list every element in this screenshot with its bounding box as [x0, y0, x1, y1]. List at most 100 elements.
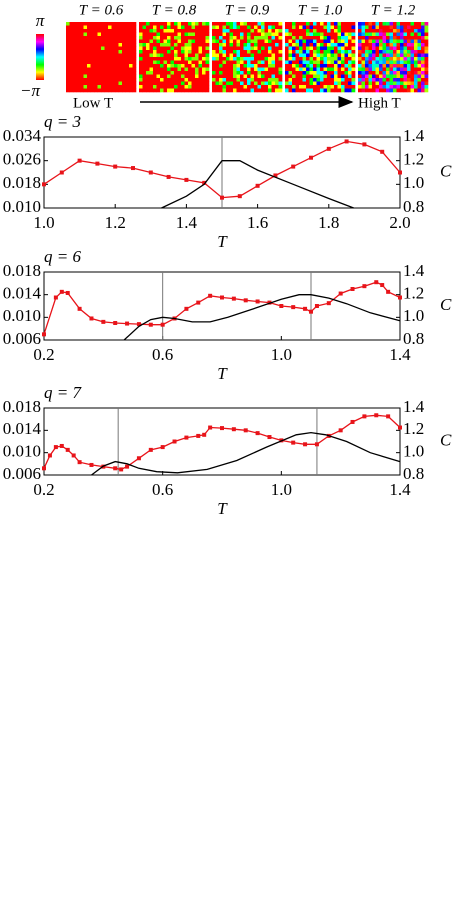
snapshot-pixel	[344, 81, 349, 86]
snapshot-pixel	[219, 25, 223, 30]
snapshot-pixel	[222, 53, 227, 58]
snapshot-pixel	[424, 85, 429, 89]
snapshot-pixel	[233, 78, 237, 82]
snapshot-pixel	[195, 25, 199, 30]
snapshot-pixel	[177, 88, 182, 93]
snapshot-pixel	[358, 67, 362, 72]
snapshot-pixel	[94, 57, 98, 61]
snapshot-pixel	[295, 25, 300, 30]
snapshot-pixel	[407, 88, 411, 93]
snapshot-pixel	[170, 43, 175, 47]
snapshot-pixel	[268, 22, 272, 26]
snapshot-pixel	[122, 81, 126, 86]
snapshot-pixel	[403, 46, 408, 51]
snapshot-pixel	[202, 74, 206, 79]
snapshot-pixel	[275, 43, 279, 47]
snapshot-pixel	[393, 85, 397, 89]
snapshot-pixel	[247, 53, 251, 58]
snapshot-pixel	[174, 50, 178, 54]
snapshot-pixel	[160, 85, 164, 89]
snapshot-pixel	[285, 60, 289, 65]
snapshot-pixel	[202, 50, 206, 54]
snapshot-pixel	[108, 64, 112, 68]
x-tick-label: 1.0	[33, 213, 54, 232]
snapshot-pixel	[240, 88, 244, 93]
snapshot-pixel	[313, 67, 317, 72]
y2-tick-label: 1.0	[403, 306, 424, 325]
snapshot-pixel	[368, 57, 373, 61]
snapshot-label: T = 0.6	[79, 2, 124, 18]
snapshot-pixel	[316, 46, 321, 51]
snapshot-pixel	[125, 46, 130, 51]
snapshot-pixel	[222, 29, 227, 33]
snapshot-pixel	[97, 39, 102, 44]
snapshot-pixel	[299, 25, 303, 30]
snapshot-pixel	[132, 36, 137, 40]
snapshot-pixel	[271, 85, 276, 89]
snapshot-pixel	[104, 29, 109, 33]
snapshot-pixel	[212, 25, 216, 30]
snapshot-pixel	[108, 71, 112, 75]
y-tick-label: 0.006	[3, 329, 41, 348]
snapshot-pixel	[167, 64, 171, 68]
snapshot-pixel	[341, 32, 345, 37]
snapshot-pixel	[393, 36, 397, 40]
snapshot-pixel	[76, 22, 81, 26]
snapshot-pixel	[76, 36, 81, 40]
snapshot-pixel	[195, 53, 199, 58]
data-point	[237, 194, 242, 199]
snapshot-pixel	[174, 22, 178, 26]
snapshot-pixel	[285, 81, 289, 86]
snapshot-pixel	[396, 50, 401, 54]
snapshot-pixel	[80, 74, 84, 79]
snapshot-pixel	[229, 64, 234, 68]
snapshot-pixel	[69, 71, 74, 75]
snapshot-pixel	[184, 43, 189, 47]
snapshot-pixel	[389, 53, 394, 58]
snapshot-pixel	[361, 78, 366, 82]
snapshot-pixel	[129, 64, 133, 68]
snapshot-pixel	[66, 71, 70, 75]
snapshot-pixel	[417, 53, 422, 58]
snapshot-pixel	[115, 50, 119, 54]
snapshot-pixel	[142, 60, 147, 65]
snapshot-pixel	[313, 25, 317, 30]
snapshot-pixel	[400, 39, 404, 44]
snapshot-pixel	[115, 36, 119, 40]
snapshot-pixel	[250, 29, 255, 33]
x-tick-label: 1.4	[389, 480, 411, 499]
snapshot-pixel	[184, 88, 189, 93]
snapshot-pixel	[233, 71, 237, 75]
data-point	[160, 445, 165, 450]
snapshot-pixel	[337, 67, 342, 72]
snapshot-pixel	[149, 22, 154, 26]
snapshot-pixel	[97, 50, 102, 54]
snapshot-pixel	[76, 74, 81, 79]
snapshot-pixel	[403, 81, 408, 86]
snapshot-pixel	[302, 32, 307, 37]
snapshot-pixel	[306, 22, 310, 26]
snapshot-pixel	[132, 81, 137, 86]
snapshot-pixel	[156, 78, 161, 82]
snapshot-pixel	[250, 53, 255, 58]
snapshot-pixel	[191, 46, 196, 51]
snapshot-pixel	[129, 78, 133, 82]
snapshot-pixel	[101, 25, 105, 30]
snapshot-pixel	[202, 81, 206, 86]
snapshot-pixel	[361, 67, 366, 72]
snapshot-pixel	[424, 43, 429, 47]
snapshot-pixel	[153, 57, 157, 61]
snapshot-pixel	[365, 67, 369, 72]
snapshot-pixel	[233, 43, 237, 47]
y2-tick-label: 1.2	[403, 150, 424, 169]
snapshot-pixel	[313, 71, 317, 75]
snapshot-pixel	[275, 32, 279, 37]
snapshot-pixel	[198, 46, 203, 51]
snapshot-pixel	[275, 74, 279, 79]
snapshot-pixel	[330, 46, 335, 51]
snapshot-pixel	[421, 36, 425, 40]
snapshot-pixel	[76, 43, 81, 47]
snapshot-pixel	[358, 78, 362, 82]
snapshot-pixel	[327, 43, 331, 47]
snapshot-pixel	[368, 67, 373, 72]
